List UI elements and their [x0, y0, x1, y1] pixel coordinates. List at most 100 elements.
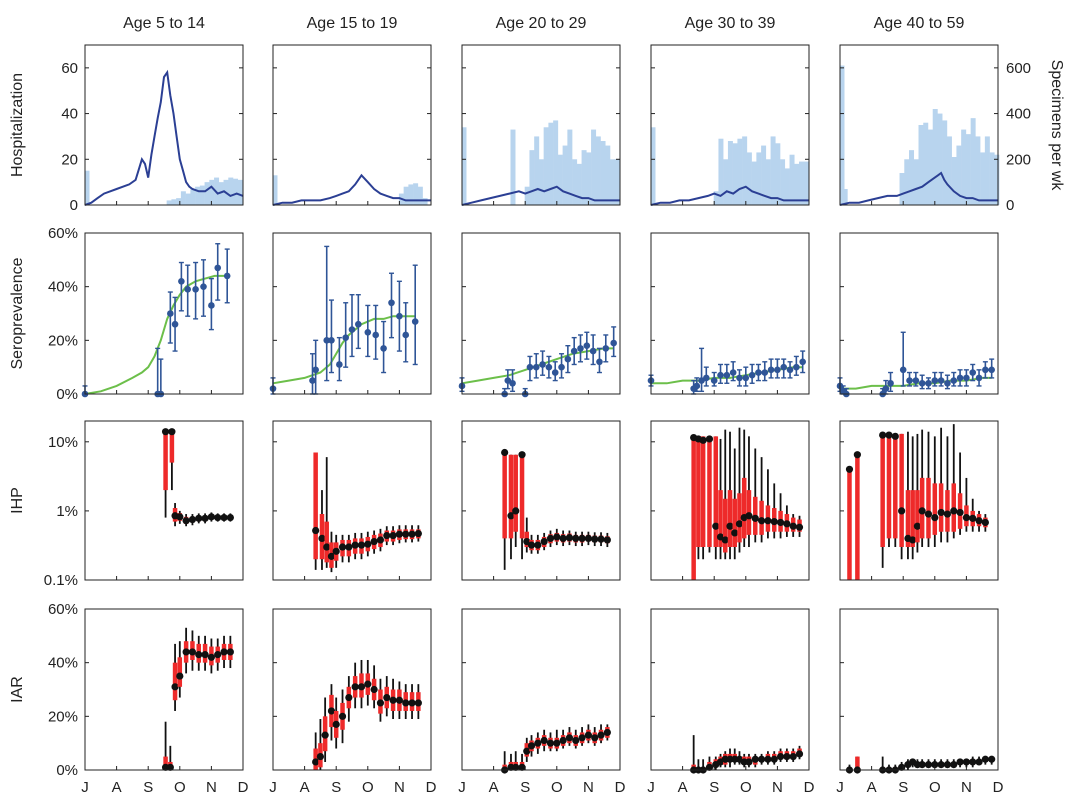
seroprevalence-point — [774, 366, 781, 374]
ihp-point — [783, 520, 791, 528]
ihp-point — [924, 510, 933, 518]
ihp-point — [776, 518, 785, 527]
hospitalization-line — [84, 69, 244, 206]
specimen-bar — [557, 154, 563, 205]
ihp-point — [885, 431, 893, 439]
seroprevalence-point — [372, 331, 380, 339]
ihp-point — [351, 541, 359, 549]
seroprevalence-point — [761, 369, 769, 376]
ihp-point — [913, 522, 922, 530]
seroprevalence-point — [931, 377, 939, 384]
ihp-point — [188, 515, 197, 524]
seroprevalence-point — [509, 379, 516, 387]
iar-point — [770, 755, 778, 763]
iar-point — [745, 758, 753, 766]
seroprevalence-fit-line — [272, 315, 416, 385]
specimen-bar — [595, 136, 601, 205]
x-tick-label: S — [143, 779, 153, 796]
seroprevalence-point — [717, 371, 724, 379]
iar-point — [512, 763, 520, 771]
specimen-bar — [605, 145, 611, 205]
x-tick-label: N — [583, 779, 594, 796]
specimen-bar — [185, 193, 191, 205]
x-tick-label: A — [300, 779, 310, 796]
iar-point — [518, 763, 526, 771]
iar-point — [327, 707, 336, 715]
specimen-bar — [839, 65, 845, 205]
axis-frame — [272, 608, 432, 771]
iar-point — [166, 763, 174, 771]
x-tick-label: J — [836, 779, 844, 796]
axis-frame — [839, 232, 999, 395]
y-tick-label: 60 — [61, 60, 78, 77]
axis-frame — [84, 608, 244, 771]
specimen-bar — [510, 129, 516, 205]
ihp-point — [726, 522, 734, 530]
seroprevalence-point — [396, 312, 403, 320]
ihp-point — [699, 436, 707, 444]
specimen-bar — [272, 175, 278, 205]
x-tick-label: D — [804, 779, 815, 796]
specimen-bar — [961, 129, 967, 205]
seroprevalence-point — [312, 366, 319, 374]
seroprevalence-point — [583, 342, 591, 350]
panel-title: Age 20 to 29 — [496, 15, 587, 32]
iar-point — [345, 693, 353, 702]
iar-point — [591, 734, 599, 742]
x-tick-label: J — [81, 779, 89, 796]
iar-point — [351, 683, 359, 691]
specimen-bar — [742, 136, 748, 205]
seroprevalence-point — [736, 374, 743, 382]
seroprevalence-point — [899, 366, 907, 374]
specimen-bar — [951, 157, 957, 205]
specimen-bar — [408, 184, 414, 205]
seroprevalence-point — [912, 377, 920, 384]
panel-title: Age 5 to 14 — [123, 15, 205, 32]
ihp-point — [207, 513, 215, 521]
iar-point — [572, 736, 580, 745]
ihp-point — [898, 507, 906, 515]
iar-point — [207, 653, 215, 661]
iar-point — [171, 683, 179, 691]
x-tick-label: O — [740, 779, 752, 796]
ihp-point — [527, 541, 536, 549]
y-tick-label: 0.1% — [44, 572, 78, 589]
seroprevalence-point — [184, 286, 191, 293]
ihp-point — [402, 530, 410, 538]
specimen-bar — [765, 159, 771, 205]
specimen-bar — [417, 186, 423, 205]
specimen-bar — [581, 150, 587, 205]
seroprevalence-point — [723, 371, 731, 379]
specimen-bar — [529, 150, 535, 205]
y-tick-label: 60% — [48, 601, 78, 618]
ihp-point — [338, 543, 347, 551]
ihp-point — [735, 520, 744, 528]
iar-point — [214, 651, 222, 659]
ihp-point — [395, 530, 403, 538]
iar-point — [956, 758, 964, 766]
specimen-bar — [946, 136, 952, 205]
seroprevalence-point — [793, 363, 800, 371]
axis-frame — [272, 420, 432, 581]
x-tick-label: S — [709, 779, 719, 796]
ihp-point — [176, 513, 184, 521]
ihp-point — [214, 513, 222, 522]
seroprevalence-point — [323, 337, 331, 344]
ihp-point — [758, 517, 766, 525]
specimen-bar — [975, 136, 981, 205]
seroprevalence-point — [982, 366, 989, 374]
y-tick-label: 20% — [48, 332, 78, 349]
y-tick-label: 10% — [48, 434, 78, 451]
specimen-bar — [180, 191, 186, 205]
ihp-point — [789, 522, 797, 530]
iar-point — [776, 752, 785, 761]
seroprevalence-point — [558, 363, 565, 371]
row-label-iar: IAR — [9, 676, 26, 703]
hospitalization-line — [650, 185, 809, 206]
specimen-bar — [199, 185, 205, 205]
x-tick-label: S — [898, 779, 908, 796]
iar-point — [559, 736, 567, 745]
specimen-bar — [784, 168, 790, 205]
seroprevalence-point — [532, 363, 540, 371]
specimen-bar — [461, 127, 467, 205]
